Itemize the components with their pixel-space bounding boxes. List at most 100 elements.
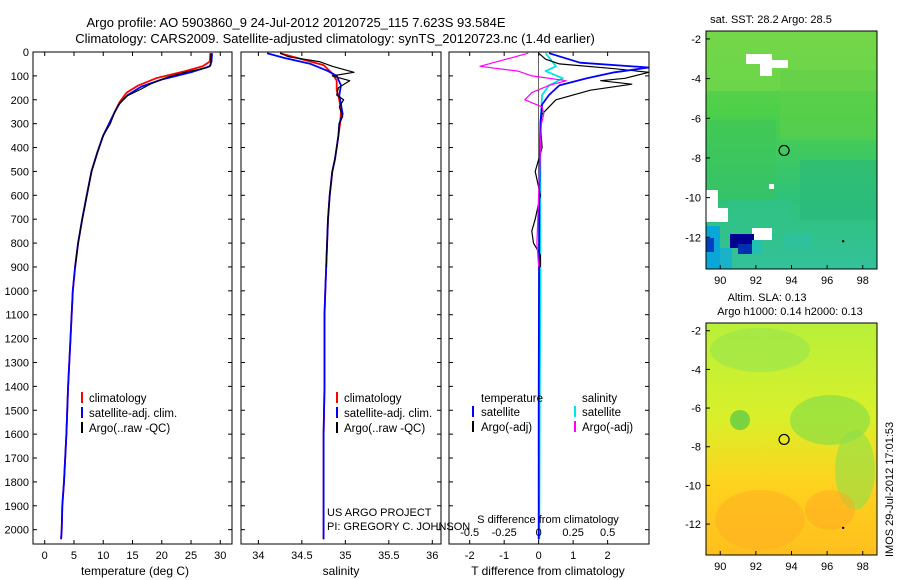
temperature-frame	[32, 51, 233, 545]
y-tick-label: 700	[11, 214, 29, 226]
s-diff-tick-label: 0.25	[562, 527, 583, 539]
legend-salinity-header: salinity	[582, 393, 617, 405]
s-diff-tick-label: -0.5	[460, 527, 479, 539]
map-x-tick-label: 96	[821, 275, 833, 287]
map-x-tick-label: 92	[750, 561, 762, 573]
map-y-tick-label: -4	[691, 364, 701, 376]
y-tick-label: 2000	[5, 525, 29, 537]
map-x-tick-label: 90	[714, 275, 726, 287]
salinity-xlabel: salinity	[323, 564, 360, 578]
y-tick-label: 500	[11, 166, 29, 178]
difference-series-argo-s-diff	[479, 52, 567, 268]
temperature-panel: 0 5 10 15 20 25 300100200300400500600700800900…	[5, 47, 233, 562]
y-tick-label: 1900	[5, 501, 29, 513]
salinity-series-satellite-adj-clim-	[266, 52, 344, 540]
x-tick-label: 34	[252, 550, 264, 562]
legend-s-satellite: satellite	[582, 407, 621, 419]
x-tick-label: 20	[156, 550, 168, 562]
legend-argo: Argo(..raw -QC)	[344, 423, 425, 435]
difference-legend: temperature salinity satellite Argo(-adj…	[472, 393, 633, 434]
y-tick-label: 1800	[5, 477, 29, 489]
x-tick-label: -2	[465, 550, 475, 562]
difference-series-satellite-s-diff	[537, 52, 649, 540]
s-diff-xlabel: S difference from climatology	[477, 514, 619, 526]
x-tick-label: 0	[42, 550, 48, 562]
temperature-series-climatology	[60, 53, 212, 540]
timestamp-stamp: IMOS 29-Jul-2012 17:01:53	[884, 422, 896, 557]
legend-temperature-header: temperature	[481, 393, 543, 405]
map-y-tick-label: -8	[691, 442, 701, 454]
argo-position-marker	[778, 433, 790, 446]
sla-map-title-1: Altim. SLA: 0.13	[728, 292, 807, 304]
salinity-curves	[266, 52, 355, 540]
difference-frame	[448, 51, 650, 545]
temperature-legend: climatology satellite-adj. clim. Argo(..…	[81, 392, 177, 435]
island-dot	[841, 526, 845, 530]
legend-climatology: climatology	[344, 393, 402, 405]
argo-position-marker	[778, 144, 790, 157]
x-tick-label: 10	[97, 550, 109, 562]
temperature-series-satellite-adj-clim-	[60, 53, 213, 540]
map-x-tick-label: 90	[714, 561, 726, 573]
y-tick-label: 1700	[5, 453, 29, 465]
difference-panel: -2 -1 0 1 2 -0.5 -0.25 0 0.25 0.5	[448, 51, 650, 562]
x-tick-label: 5	[71, 550, 77, 562]
map-x-tick-label: 98	[857, 561, 869, 573]
map-x-tick-label: 94	[785, 561, 797, 573]
x-tick-label: 15	[126, 550, 138, 562]
x-tick-label: 35.5	[378, 550, 399, 562]
y-tick-label: 300	[11, 119, 29, 131]
difference-curves	[479, 52, 649, 540]
legend-argo: Argo(..raw -QC)	[89, 423, 170, 435]
y-tick-label: 1000	[5, 286, 29, 298]
y-tick-label: 1500	[5, 405, 29, 417]
figure-title-line2: Climatology: CARS2009. Satellite-adjuste…	[75, 31, 595, 46]
y-tick-label: 600	[11, 190, 29, 202]
salinity-frame	[240, 51, 442, 545]
s-diff-tick-label: -0.25	[492, 527, 517, 539]
map-y-tick-label: -6	[691, 403, 701, 415]
project-pi: PI: GREGORY C. JOHNSON	[327, 521, 470, 533]
x-tick-label: 34.5	[291, 550, 312, 562]
salinity-series-climatology	[279, 52, 342, 540]
legend-t-satellite: satellite	[481, 407, 520, 419]
x-tick-label: 30	[214, 550, 226, 562]
figure-title-line1: Argo profile: AO 5903860_9 24-Jul-2012 2…	[87, 15, 506, 30]
x-tick-label: -1	[499, 550, 509, 562]
legend-s-argo: Argo(-adj)	[582, 422, 633, 434]
y-tick-label: 1400	[5, 381, 29, 393]
map-y-tick-label: -4	[691, 74, 701, 86]
y-tick-label: 1300	[5, 357, 29, 369]
salinity-series-argo-raw-qc-	[279, 52, 355, 268]
temperature-curves	[60, 53, 213, 540]
map-y-tick-label: -6	[691, 113, 701, 125]
y-tick-label: 200	[11, 95, 29, 107]
x-tick-label: 25	[185, 550, 197, 562]
legend-satellite-adj: satellite-adj. clim.	[344, 408, 432, 420]
s-diff-tick-label: 0	[536, 527, 542, 539]
y-tick-label: 0	[23, 47, 29, 59]
map-x-tick-label: 98	[857, 275, 869, 287]
map-y-tick-label: -12	[685, 232, 701, 244]
map-y-tick-label: -10	[685, 193, 701, 205]
x-tick-label: 1	[570, 550, 576, 562]
project-name: US ARGO PROJECT	[327, 507, 432, 519]
map-x-tick-label: 94	[785, 275, 797, 287]
legend-satellite-adj: satellite-adj. clim.	[89, 408, 177, 420]
temperature-series-argo-raw-qc-	[74, 53, 212, 268]
salinity-panel: 34 34.5 35 35.5 36	[240, 51, 442, 562]
y-tick-label: 1600	[5, 429, 29, 441]
y-tick-label: 100	[11, 71, 29, 83]
y-tick-label: 900	[11, 262, 29, 274]
map-y-tick-label: -10	[685, 480, 701, 492]
sst-map-title: sat. SST: 28.2 Argo: 28.5	[710, 14, 832, 26]
x-tick-label: 36	[426, 550, 438, 562]
y-tick-label: 400	[11, 143, 29, 155]
island-dot	[841, 240, 845, 243]
y-tick-label: 1100	[5, 310, 29, 322]
map-y-tick-label: -12	[685, 519, 701, 531]
y-tick-label: 1200	[5, 334, 29, 346]
s-diff-tick-label: 0.5	[600, 527, 615, 539]
difference-series-argo-t-diff	[531, 52, 649, 267]
